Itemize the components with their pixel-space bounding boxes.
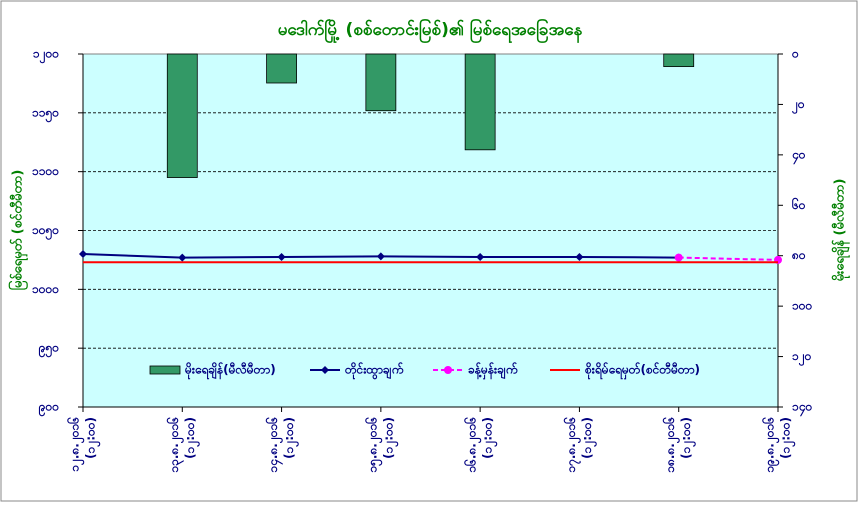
marker: [674, 253, 683, 262]
legend-label: ခန့်မှန်းချက်: [468, 361, 518, 381]
x-tick-label: (၁၂:၀၀): [679, 417, 697, 459]
y-axis-label: မြစ်ရေမှတ် (စင်တီမီတာ): [8, 170, 29, 291]
marker: [178, 253, 187, 262]
x-tick-label: ၁၂.၈.၂၀၁၆: [66, 417, 86, 472]
line: [678, 256, 779, 261]
y-tick-label: ၉၀၀: [38, 400, 60, 418]
x-tick-label: ၁၃.၈.၂၀၁၆: [165, 417, 185, 473]
y-tick-label: ၁၀၀၀: [32, 282, 59, 296]
y2-tick-label: ၂၀: [791, 97, 805, 115]
y2-tick-label: ၈၀: [791, 248, 806, 262]
x-tick-label: (၁၂:၀၀): [580, 417, 598, 459]
bar: [663, 53, 695, 68]
marker: [476, 252, 485, 261]
y2-tick-label: ၆၀: [791, 196, 806, 212]
x-tick-label: (၁၂:၀၀): [84, 417, 102, 459]
x-tick-label: (၁၂:၀၀): [779, 417, 797, 459]
x-tick-label: ၁၇.၈.၂၀၁၆: [562, 417, 582, 473]
y-tick-label: ၁၂၀၀: [33, 47, 59, 65]
bar: [166, 53, 198, 178]
x-tick-label: ၁၉.၈.၂၀၁၆: [761, 417, 781, 473]
x-tick-label: ၁၅.၈.၂၀၁၆: [363, 417, 383, 473]
marker: [376, 252, 385, 261]
x-tick-label: ၁၆.၈.၂၀၁၆: [463, 417, 483, 473]
y-tick-label: ၉၅၀: [38, 341, 60, 359]
marker: [575, 252, 584, 261]
y2-axis-label: မိုးရေချိန် (မီလီမီတာ): [831, 179, 851, 282]
y2-tick-label: ၄၀: [791, 147, 806, 165]
y-tick-label: ၁၁၅၀: [32, 105, 59, 123]
x-tick-label: (၁၂:၀၀): [183, 417, 201, 459]
legend-marker: [444, 366, 452, 374]
legend-label: မိုးရေချိန်(မီလီမီတာ): [184, 361, 276, 381]
bar: [266, 53, 297, 84]
y2-tick-label: ၁၀၀: [792, 299, 813, 313]
x-tick-label: (၁၂:၀၀): [381, 417, 399, 459]
bar: [365, 53, 397, 112]
x-tick-label: ၁၄.၈.၂၀၁၆: [264, 417, 284, 473]
y-tick-label: ၁၀၅၀: [32, 223, 59, 241]
x-tick-label: (၁၂:၀၀): [282, 417, 300, 459]
x-tick-label: (၁၂:၀၀): [481, 417, 499, 459]
y-tick-label: ၁၁၀၀: [32, 164, 59, 178]
y2-tick-label: ၁၂၀: [792, 349, 812, 367]
y2-tick-label: ၀: [791, 47, 799, 61]
marker: [79, 250, 87, 259]
legend-marker: [321, 366, 329, 374]
legend-swatch: [149, 365, 181, 375]
marker: [277, 252, 286, 261]
chart-title: မဒေါက်မြို့ (စစ်တောင်းမြစ်)၏ မြစ်ရေအခြေအ…: [278, 17, 583, 44]
bar: [464, 53, 496, 151]
legend-label: စိုးရိမ်ရေမှတ်(စင်တီမီတာ): [584, 361, 700, 381]
x-tick-label: ၁၈.၈.၂၀၁၆: [661, 417, 681, 473]
y2-tick-label: ၁၄၀: [792, 400, 813, 418]
legend-label: တိုင်းထွာချက်: [344, 361, 404, 381]
